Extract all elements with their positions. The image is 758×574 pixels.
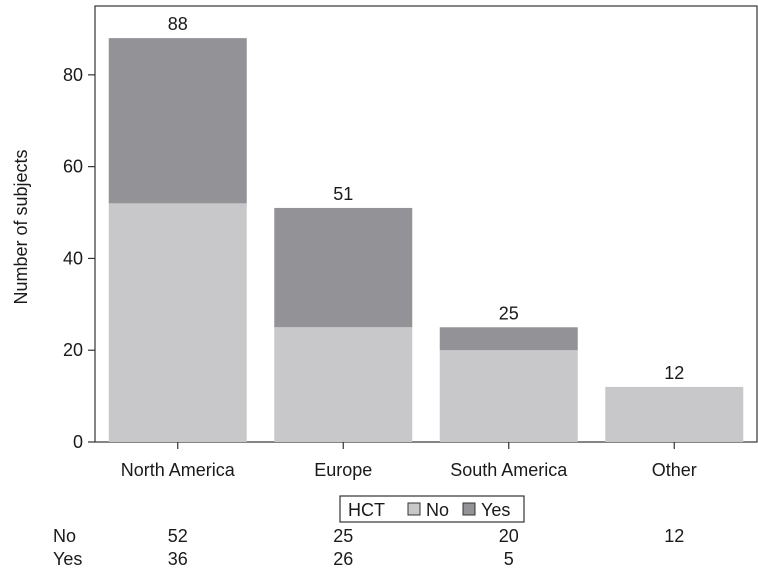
bars [108, 38, 744, 442]
y-tick-label: 20 [63, 340, 83, 360]
x-tick-label: Other [652, 460, 697, 480]
legend-box [339, 495, 525, 523]
y-axis: 0 20 40 60 80 [63, 65, 95, 452]
bar-no [605, 386, 744, 442]
table-cell: 5 [504, 549, 514, 569]
count-table: No 52 25 20 12 Yes 36 26 5 [53, 526, 684, 569]
plot-area [94, 5, 758, 443]
legend-entry: Yes [481, 500, 510, 520]
x-tick-label: North America [121, 460, 236, 480]
bar-no [439, 350, 578, 442]
y-axis-label: Number of subjects [11, 149, 31, 304]
table-cell: 25 [333, 526, 353, 546]
data-label: 51 [333, 184, 353, 204]
table-cell: 12 [664, 526, 684, 546]
y-tick-label: 0 [73, 432, 83, 452]
table-cell: 36 [168, 549, 188, 569]
x-axis: North America Europe South America Other [121, 442, 697, 480]
legend: HCT No Yes [339, 495, 525, 523]
legend-entry: No [426, 500, 449, 520]
data-label: 12 [664, 363, 684, 383]
legend-title: HCT [348, 500, 385, 520]
legend-swatch [407, 502, 421, 516]
bar-no [274, 327, 413, 442]
table-cell: 20 [499, 526, 519, 546]
bar-no [108, 203, 247, 442]
table-cell: 52 [168, 526, 188, 546]
data-label: 25 [499, 303, 519, 323]
legend-swatch [462, 502, 476, 516]
table-row-label: No [53, 526, 76, 546]
y-tick-label: 60 [63, 157, 83, 177]
total-labels: 88 51 25 12 [168, 14, 685, 383]
y-tick-label: 80 [63, 65, 83, 85]
bar-yes [274, 207, 413, 328]
x-tick-label: Europe [314, 460, 372, 480]
table-row-label: Yes [53, 549, 82, 569]
bar-yes [439, 327, 578, 351]
table-cell: 26 [333, 549, 353, 569]
x-tick-label: South America [450, 460, 568, 480]
data-label: 88 [168, 14, 188, 34]
bar-yes [108, 38, 247, 204]
plot-frame [94, 5, 758, 443]
y-tick-label: 40 [63, 248, 83, 268]
